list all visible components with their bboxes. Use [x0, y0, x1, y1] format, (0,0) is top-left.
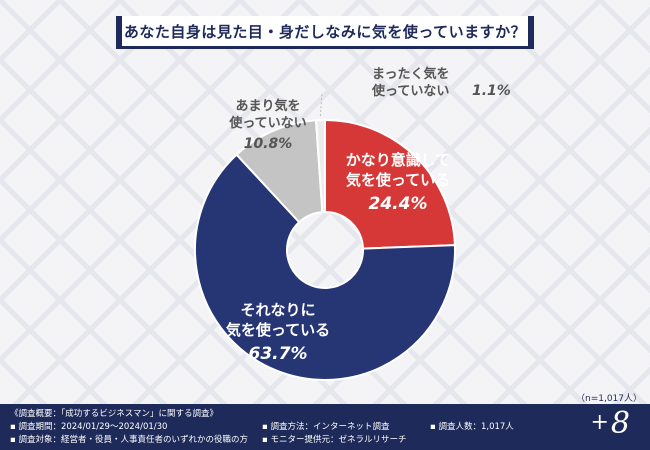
footer-target: ▪ 調査対象：経営者・役員・人事責任者のいずれかの役職の方 [10, 435, 248, 445]
brand-logo: +8 [590, 406, 630, 441]
slice-very-conscious [324, 118, 456, 250]
label-very-conscious-value: 24.4% [369, 194, 428, 214]
slice-not-at-all [314, 118, 326, 214]
label-not-much-value: 10.8% [244, 136, 293, 152]
footer-method: ▪ 調査方法：インターネット調査 [262, 422, 390, 432]
footer-count: ▪ 調査人数：1,017人 [430, 422, 514, 432]
label-very-conscious-line: かなり意識して [346, 151, 451, 169]
label-not-at-all-line: 使っていない [371, 83, 449, 99]
footer-period: ▪ 調査期間：2024/01/29～2024/01/30 [10, 422, 168, 432]
footer-summary: 《調査概要：「成功するビジネスマン」に関する調査》 [10, 409, 218, 419]
chart-title: あなた自身は見た目・身だしなみに気を使っていますか？ [116, 16, 534, 49]
label-somewhat-conscious-value: 63.7% [249, 344, 308, 364]
sample-size-note: （n=1,017人） [575, 394, 642, 404]
survey-footer: 《調査概要：「成功するビジネスマン」に関する調査》 ▪ 調査期間：2024/01… [0, 404, 650, 450]
leader-line [319, 91, 323, 117]
slice-somewhat-conscious [194, 153, 456, 381]
chart-title-text: あなた自身は見た目・身だしなみに気を使っていますか？ [123, 22, 527, 41]
label-not-much-line: あまり気を [235, 98, 300, 114]
label-very-conscious-line: 気を使っている [346, 171, 450, 189]
label-somewhat-conscious-line: 気を使っている [226, 321, 330, 339]
label-not-at-all-line: まったく気を [372, 66, 449, 82]
label-not-much-line: 使っていない [228, 115, 306, 131]
donut-chart: かなり意識して気を使っている24.4%それなりに気を使っている63.7%あまり気… [194, 66, 511, 381]
footer-provider: ▪ モニター提供元：ゼネラルリサーチ [262, 435, 407, 445]
label-somewhat-conscious-line: それなりに [240, 301, 315, 319]
label-not-at-all-value: 1.1% [472, 83, 511, 99]
